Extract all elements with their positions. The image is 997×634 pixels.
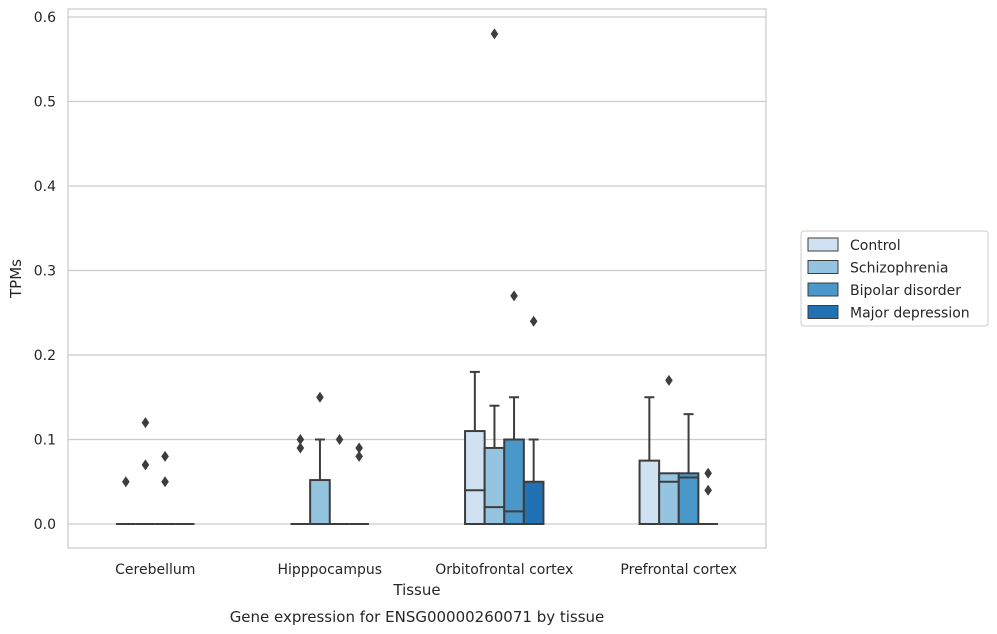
outlier-point (335, 434, 344, 445)
box-group (677, 413, 700, 525)
box-group (658, 374, 680, 525)
outlier-point (161, 450, 169, 462)
box-group (155, 450, 175, 525)
box-group (290, 434, 311, 525)
y-tick-label: 0.2 (34, 348, 56, 364)
box-group (329, 434, 350, 525)
outlier-point (161, 476, 169, 488)
y-tick-label: 0.5 (34, 95, 56, 111)
box-rect (464, 430, 486, 525)
box-group (135, 417, 156, 525)
legend-swatch (807, 305, 839, 319)
x-tick-label: Prefrontal cortex (620, 562, 737, 578)
box-group (349, 442, 369, 525)
x-tick-labels: Cerebellum Hipppocampus Orbitofrontal cort… (115, 562, 737, 578)
legend-label: Control (850, 238, 901, 254)
box-group (503, 290, 525, 525)
y-tick-label: 0.4 (34, 179, 56, 195)
outlier-point (316, 391, 324, 403)
outlier-point (141, 459, 150, 471)
outlier-point (141, 417, 150, 429)
legend-swatch (807, 260, 839, 274)
legend-label: Bipolar disorder (850, 283, 961, 299)
outlier-point (510, 290, 518, 302)
box-group (464, 370, 486, 525)
outlier-point (296, 434, 305, 445)
outlier-point (665, 374, 673, 386)
box-group (638, 396, 661, 525)
y-tick-label: 0.1 (34, 433, 56, 449)
outlier-point (529, 315, 538, 327)
plot-frame (67, 8, 767, 549)
box-rect (309, 479, 331, 525)
chart-caption: Gene expression for ENSG00000260071 by t… (230, 608, 605, 626)
box-rect (483, 446, 506, 526)
box-rect (677, 472, 700, 525)
box-group (309, 391, 331, 525)
legend: Control Schizophrenia Bipolar disorder Majo… (800, 230, 989, 327)
y-tick-label: 0.6 (34, 10, 56, 26)
box-group (698, 467, 718, 525)
y-tick-label: 0.0 (34, 517, 56, 533)
y-tick-label: 0.3 (34, 264, 56, 280)
x-tick-label: Orbitofrontal cortex (435, 562, 573, 578)
outlier-point (704, 484, 712, 496)
box-group (522, 315, 545, 525)
y-axis-label: TPMs (7, 259, 25, 299)
boxes-layer (116, 28, 718, 526)
outlier-point (490, 28, 499, 40)
box-group (483, 28, 506, 526)
y-tick-labels: 0.0 0.1 0.2 0.3 0.4 0.5 0.6 (34, 10, 56, 533)
box-rect (638, 459, 661, 525)
x-axis-label: Tissue (392, 581, 440, 599)
outlier-point (704, 467, 712, 479)
legend-label: Schizophrenia (850, 261, 948, 277)
legend-frame (800, 230, 989, 327)
legend-swatch (807, 237, 839, 252)
x-tick-label: Cerebellum (115, 562, 195, 578)
x-tick-label: Hipppocampus (277, 562, 382, 578)
grid-lines (68, 16, 766, 525)
legend-swatch (807, 282, 839, 297)
box-group (116, 476, 136, 525)
box-rect (522, 480, 545, 525)
legend-label: Major depression (850, 306, 970, 322)
outlier-point (122, 476, 130, 488)
outlier-point (296, 442, 305, 454)
outlier-point (355, 442, 363, 454)
outlier-point (355, 450, 363, 462)
